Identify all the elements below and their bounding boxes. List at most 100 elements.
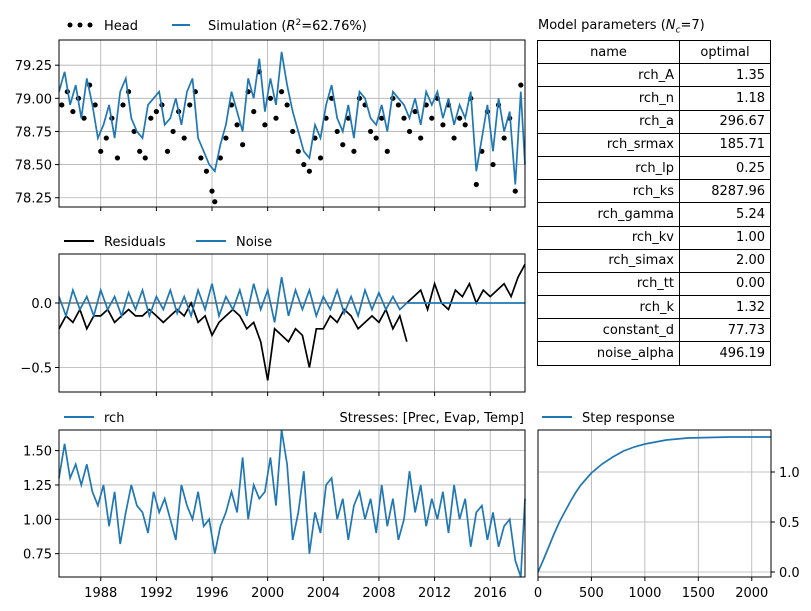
y-tick-label: 79.00: [15, 92, 52, 107]
head-point: [373, 135, 379, 141]
x-tick-label: 1500: [682, 586, 715, 601]
y-tick-label: 1.00: [23, 513, 52, 528]
legend-contribution: rch Stresses: [Prec, Evap, Temp]: [64, 411, 524, 426]
legend-step: Step response: [542, 411, 675, 426]
legend-heads: Head Simulation (R2=62.76%): [67, 18, 367, 34]
head-point: [187, 102, 193, 108]
y-tick-label: 0.75: [23, 548, 52, 563]
params-row: rch_kv 1.00: [537, 225, 771, 250]
y-tick-label: 1.25: [23, 479, 52, 494]
head-point: [429, 115, 435, 121]
params-row: rch_srmax 185.71: [537, 132, 771, 157]
head-point: [251, 108, 257, 115]
residuals-line: [58, 300, 408, 381]
params-row: rch_k 1.32: [537, 295, 771, 320]
axes-frame: [58, 429, 526, 578]
param-name: rch_kv: [537, 225, 680, 250]
param-value: 496.19: [679, 341, 771, 366]
head-point: [451, 135, 457, 141]
head-point: [170, 128, 176, 135]
head-point: [59, 102, 65, 108]
y-tick-label: 0.0: [779, 566, 800, 581]
param-value: 0.00: [679, 271, 771, 297]
head-point: [284, 102, 290, 108]
head-point: [203, 168, 210, 174]
head-point: [334, 128, 340, 135]
head-point: [512, 188, 518, 194]
head-point: [181, 135, 187, 141]
params-title: Model parameters (Nc=7): [538, 18, 705, 36]
axes-frame: [537, 429, 772, 578]
params-row: noise_alpha 496.19: [537, 341, 771, 366]
head-point: [290, 128, 296, 135]
head-point: [418, 135, 424, 141]
params-row: rch_A 1.35: [537, 63, 771, 88]
y-tick-label: −0.5: [20, 361, 52, 376]
param-name: rch_n: [537, 86, 680, 111]
params-row: rch_simax 2.00: [537, 248, 771, 273]
head-point: [198, 155, 204, 161]
col-value-header: optimal: [679, 39, 771, 65]
head-point: [379, 115, 385, 121]
x-tick-label: 0: [534, 586, 542, 601]
params-header-row: name optimal: [537, 39, 771, 65]
y-tick-label: 1.0: [779, 466, 800, 481]
x-tick-label: 1000: [628, 586, 661, 601]
legend-residuals: Residuals Noise: [64, 235, 272, 250]
noise-line: [58, 277, 525, 323]
head-point: [142, 155, 148, 161]
head-point: [217, 155, 223, 161]
head-point: [240, 142, 246, 148]
params-table: name optimal rch_A 1.35 rch_n 1.18 rch_a 296.…: [537, 39, 771, 366]
head-point: [262, 122, 268, 128]
step-response-line: [537, 436, 771, 573]
x-tick-label: 1992: [140, 586, 173, 601]
head-point: [462, 122, 468, 128]
head-point: [212, 199, 218, 205]
x-tick-label: 2008: [362, 586, 395, 601]
legend-residuals-label: Residuals: [104, 235, 166, 250]
head-point: [278, 89, 285, 95]
param-value: 1.18: [679, 86, 771, 111]
head-point: [234, 122, 240, 128]
legend-head-marker: [67, 22, 73, 28]
head-point: [81, 115, 87, 121]
panel-heads: 78.25 78.50 78.75 79.00 79.25: [15, 39, 526, 211]
head-point: [406, 128, 413, 135]
param-value: 1.00: [679, 225, 771, 250]
head-point: [98, 148, 104, 154]
head-point: [267, 95, 274, 101]
residuals-line: [406, 263, 526, 313]
x-tick-label: 2000: [251, 586, 284, 601]
head-point: [473, 181, 479, 188]
param-name: rch_k: [537, 295, 680, 320]
panel-contribution: 0.75 1.00 1.25 1.50 1988 1992 1996 2000 2004 2008…: [23, 429, 526, 601]
head-point: [412, 108, 418, 115]
legend-simulation-label: Simulation (R2=62.76%): [208, 18, 367, 34]
head-point: [209, 188, 215, 194]
params-row: rch_tt 0.00: [537, 271, 771, 297]
head-point: [295, 148, 301, 154]
head-point: [490, 161, 496, 168]
legend-head-marker: [87, 22, 93, 28]
param-name: rch_tt: [537, 271, 680, 297]
x-tick-label: 500: [579, 586, 604, 601]
head-point: [317, 155, 324, 161]
param-name: rch_simax: [537, 248, 680, 273]
head-point: [223, 135, 229, 141]
head-point: [351, 148, 357, 154]
col-name-header: name: [537, 39, 680, 65]
axes-frame: [58, 253, 526, 393]
rch-line: [58, 429, 526, 578]
y-tick-label: 0.5: [779, 516, 800, 531]
y-tick-label: 78.25: [15, 192, 52, 207]
head-point: [457, 115, 463, 121]
head-point: [153, 108, 159, 115]
head-point: [501, 135, 507, 141]
head-point: [340, 142, 346, 148]
head-point: [164, 148, 171, 154]
head-point: [367, 128, 374, 135]
head-point: [137, 148, 143, 154]
head-point: [395, 102, 402, 108]
param-value: 1.32: [679, 295, 771, 320]
